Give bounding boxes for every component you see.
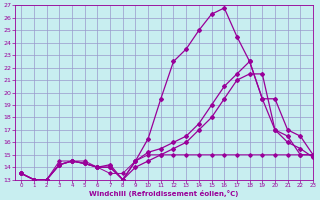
X-axis label: Windchill (Refroidissement éolien,°C): Windchill (Refroidissement éolien,°C) — [89, 190, 239, 197]
